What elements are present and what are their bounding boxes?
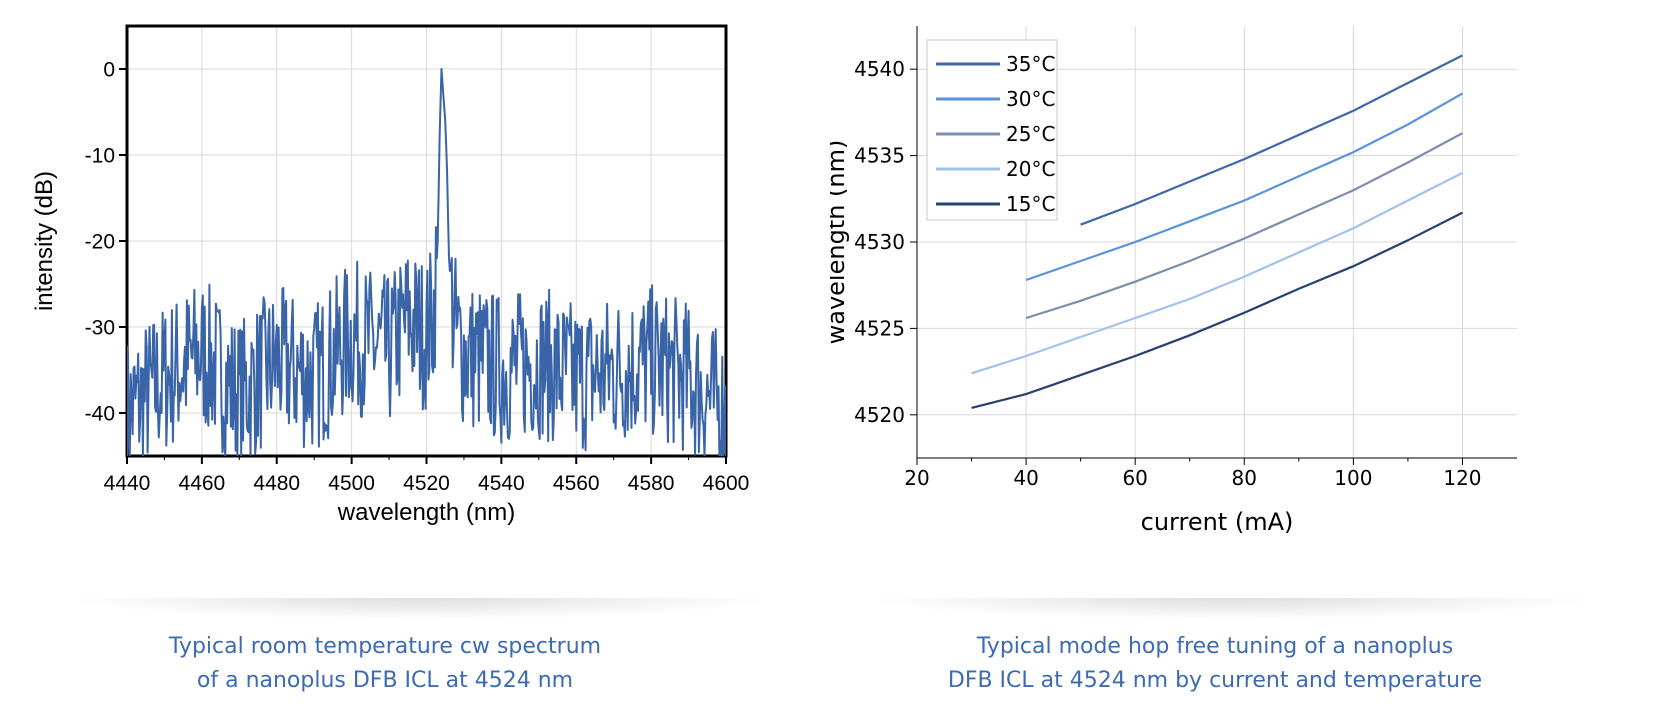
series-line-25C [1025, 132, 1464, 320]
x-tick-label-4: 4520 [403, 472, 450, 495]
right-caption: Typical mode hop free tuning of a nanopl… [935, 630, 1495, 698]
y-tick-label-2: 4530 [854, 230, 905, 254]
x-tick-label-5: 120 [1443, 466, 1481, 490]
y-tick-label-3: -30 [85, 316, 115, 339]
legend-label-0: 35°C [1006, 52, 1055, 76]
series-line-20C [971, 171, 1463, 375]
tuning-chart: 20 40 60 80 100 120 4520 4525 4530 4535 4540 curren… [830, 26, 1517, 536]
y-tick-label-0: 4520 [854, 403, 905, 427]
legend-label-4: 15°C [1006, 192, 1055, 216]
right-caption-line-2: DFB ICL at 4524 nm by current and temper… [947, 668, 1483, 693]
y-tick-label-0: 0 [103, 58, 115, 81]
x-tick-label-8: 4600 [703, 472, 750, 495]
x-tick-label-2: 60 [1122, 466, 1147, 490]
right-caption-line-1: Typical mode hop free tuning of a nanopl… [976, 634, 1454, 659]
y-tick-label-4: 4540 [854, 57, 905, 81]
x-tick-label-5: 4540 [478, 472, 525, 495]
x-tick-label-3: 80 [1232, 466, 1257, 490]
spectrum-line [127, 68, 726, 456]
series-line-30C [1025, 92, 1464, 282]
legend: 35°C 30°C 25°C 20°C 15°C [926, 39, 1058, 221]
left-caption: Typical room temperature cw spectrum of … [105, 630, 665, 698]
x-tick-label-6: 4560 [553, 472, 600, 495]
legend-label-3: 20°C [1006, 157, 1055, 181]
right-caption-shadow [860, 598, 1600, 620]
series-line-15C [971, 211, 1463, 409]
legend-label-1: 30°C [1006, 87, 1055, 111]
y-tick-label-4: -40 [85, 402, 115, 425]
y-tick-label-2: -20 [85, 230, 115, 253]
left-caption-line-2: of a nanoplus DFB ICL at 4524 nm [196, 668, 574, 693]
x-tick-label-2: 4480 [253, 472, 300, 495]
y-axis-title: wavelength (nm) [830, 140, 850, 345]
x-tick-label-1: 40 [1013, 466, 1038, 490]
x-axis-title: current (mA) [1141, 508, 1294, 536]
series-line-35C [1080, 54, 1463, 226]
spectrum-chart: 4440 4460 4480 4500 4520 4540 4560 4580 4600 0 -10… [31, 24, 750, 526]
left-caption-line-1: Typical room temperature cw spectrum [168, 634, 602, 659]
left-caption-shadow [60, 598, 780, 620]
y-tick-label-1: -10 [85, 144, 115, 167]
x-tick-label-7: 4580 [628, 472, 675, 495]
x-tick-label-0: 20 [904, 466, 929, 490]
x-axis-title: wavelength (nm) [337, 499, 515, 526]
y-tick-label-3: 4535 [854, 144, 905, 168]
x-tick-label-1: 4460 [179, 472, 226, 495]
y-tick-label-1: 4525 [854, 316, 905, 340]
x-tick-label-0: 4440 [104, 472, 151, 495]
legend-label-2: 25°C [1006, 122, 1055, 146]
x-tick-label-4: 100 [1334, 466, 1372, 490]
x-tick-label-3: 4500 [328, 472, 375, 495]
legend-box [926, 39, 1058, 221]
y-axis-title: intensity (dB) [31, 171, 58, 311]
